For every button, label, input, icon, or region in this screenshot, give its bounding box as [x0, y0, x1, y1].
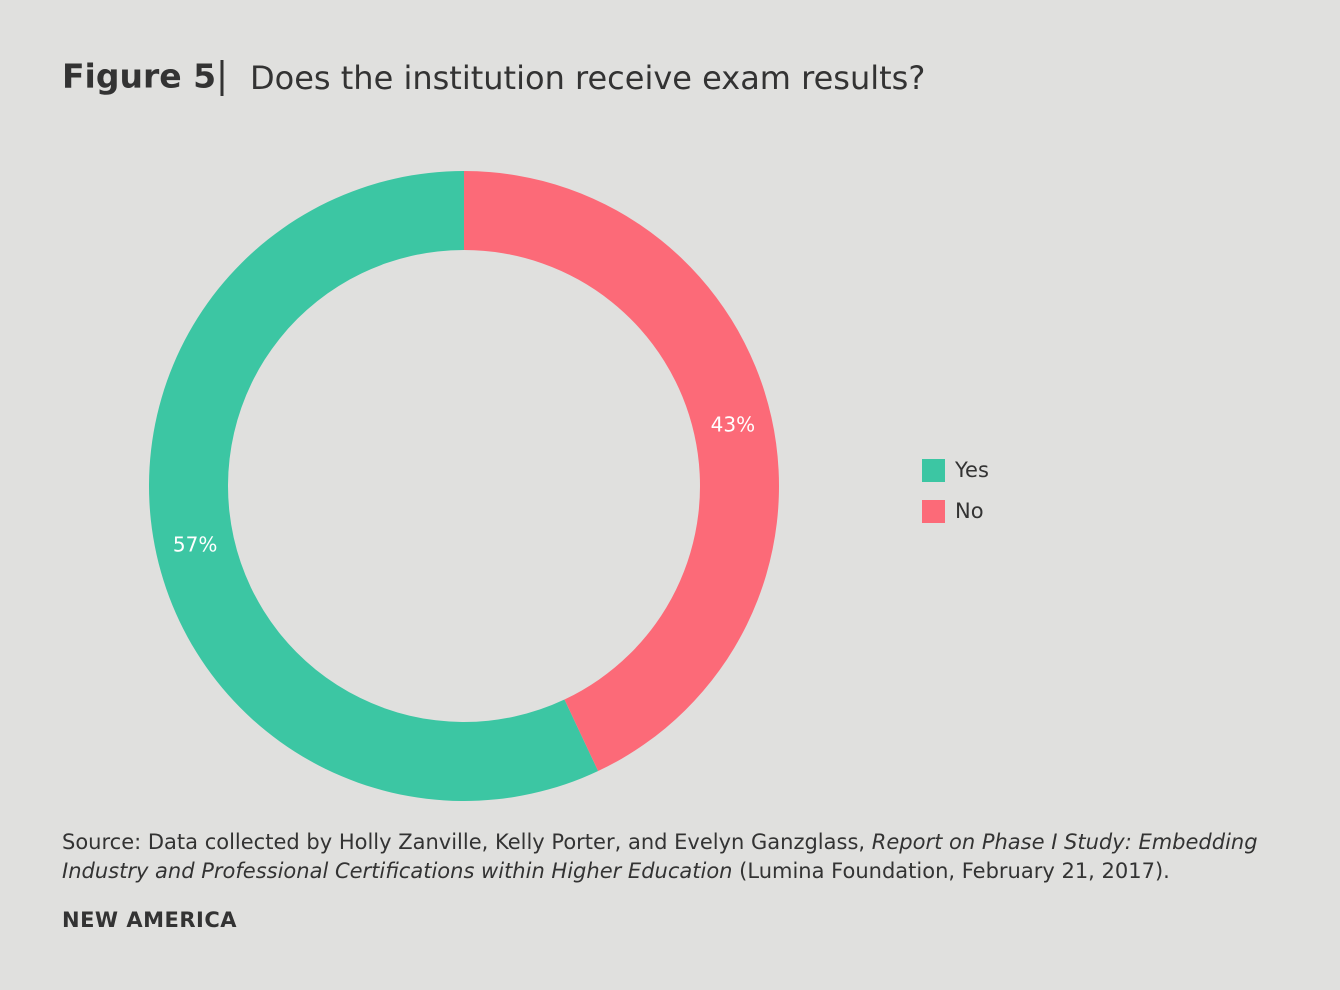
slice: [464, 171, 779, 772]
value-label: 57%: [173, 533, 217, 557]
source-title: Report on Phase I Study: Embedding Indus…: [62, 830, 1258, 883]
legend-label: No: [955, 499, 984, 523]
value-label: 43%: [711, 412, 755, 436]
source-suffix: (Lumina Foundation, February 21, 2017).: [739, 859, 1170, 883]
source-note: Source: Data collected by Holly Zanville…: [62, 828, 1282, 886]
chart: Figure 5 Does the institution receive ex…: [62, 57, 989, 801]
legend-label: Yes: [954, 458, 989, 482]
figure-label: Figure 5: [62, 57, 216, 96]
legend-swatch: [922, 459, 945, 482]
chart-title: Does the institution receive exam result…: [250, 59, 925, 97]
legend-swatch: [922, 500, 945, 523]
brand: NEW AMERICA: [62, 908, 238, 932]
source-prefix: Source: Data collected by Holly Zanville…: [62, 830, 866, 854]
slice: [149, 171, 599, 801]
donut: 57% 43%: [149, 171, 779, 801]
legend: Yes No: [922, 458, 989, 523]
